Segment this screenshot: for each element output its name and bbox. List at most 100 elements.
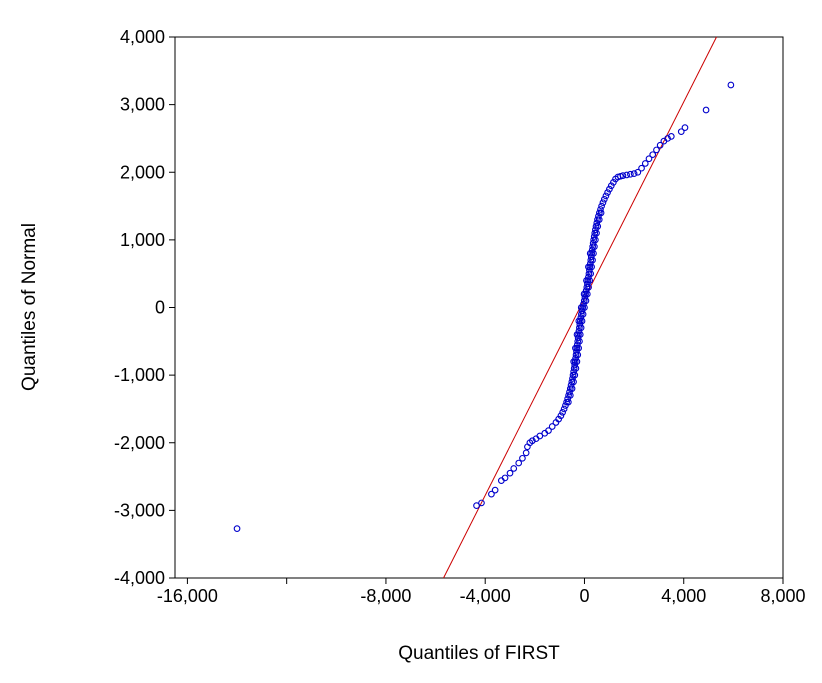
data-point [573,358,581,365]
data-point [572,365,580,372]
data-point [233,525,241,532]
data-point [677,128,685,136]
data-point [575,317,583,325]
data-point [557,412,565,420]
data-point [610,179,617,186]
data-point [597,206,604,213]
data-point [598,202,605,210]
data-point [656,141,664,149]
data-point [510,465,518,472]
data-point [589,256,596,264]
y-tick-label: 2,000 [120,162,165,182]
data-point [586,277,594,284]
data-point [519,454,526,462]
y-tick-label: 4,000 [120,27,165,47]
data-point [548,423,556,430]
data-point [583,277,590,284]
data-point [638,164,645,172]
x-tick-label: 0 [579,586,589,606]
x-tick-label: -16,000 [157,586,218,606]
data-point [577,304,585,311]
data-point [572,344,579,352]
data-point [627,170,634,178]
data-point [592,236,599,244]
y-tick-label: 0 [155,298,165,318]
data-point [578,317,586,325]
data-point [585,283,592,291]
data-point [619,172,627,179]
data-point [571,371,579,379]
data-point [597,209,605,217]
data-point [577,324,585,332]
data-point [580,290,588,298]
data-point [645,155,653,163]
data-point [607,182,615,190]
data-point [727,81,735,89]
data-point [566,392,574,399]
data-point [586,250,594,257]
x-axis-title: Quantiles of FIRST [398,643,560,664]
y-tick-label: -1,000 [114,365,165,385]
data-point [575,327,583,335]
data-point [664,135,671,142]
y-tick-label: -2,000 [114,433,165,453]
data-point [574,351,582,359]
data-point [587,270,595,278]
data-point [497,477,505,484]
data-point [588,263,595,271]
data-point [590,250,597,257]
data-point [591,243,598,250]
data-point [702,106,710,114]
data-point [593,229,600,237]
x-tick-label: -4,000 [460,586,511,606]
data-point [604,189,611,196]
data-point [653,146,660,154]
x-tick-label: -8,000 [360,586,411,606]
data-point [570,358,578,365]
data-point [585,263,592,271]
data-point [582,297,590,305]
data-point [573,341,581,349]
y-tick-label: -3,000 [114,500,165,520]
data-point [599,199,607,207]
data-point [515,459,523,467]
data-point [573,348,580,355]
data-point [532,435,540,443]
data-point [564,398,572,406]
x-tick-label: 4,000 [661,586,706,606]
data-point [478,499,485,507]
data-point [488,490,495,498]
data-point [559,408,566,416]
data-point [641,160,649,167]
data-point [541,429,549,437]
data-point [595,216,603,223]
data-point [630,170,638,177]
data-point [575,344,582,352]
data-point [667,133,675,140]
data-point [573,331,581,338]
data-point [600,195,608,203]
data-point [570,378,577,386]
data-point [491,486,499,494]
data-point [524,443,531,451]
data-point [576,337,583,345]
plot-border [174,36,784,579]
data-point [579,310,587,318]
data-point [606,185,613,193]
data-point [568,385,576,393]
data-point [572,354,579,362]
data-point [681,124,689,131]
y-tick-label: 3,000 [120,95,165,115]
data-point [506,469,514,477]
data-point [581,304,588,311]
data-point [560,405,568,413]
y-tick-label: 1,000 [120,230,165,250]
data-point [623,171,631,179]
data-point [576,331,584,338]
data-point [602,192,610,200]
data-point [634,168,642,176]
y-tick-label: -4,000 [114,568,165,588]
data-point [574,334,582,342]
